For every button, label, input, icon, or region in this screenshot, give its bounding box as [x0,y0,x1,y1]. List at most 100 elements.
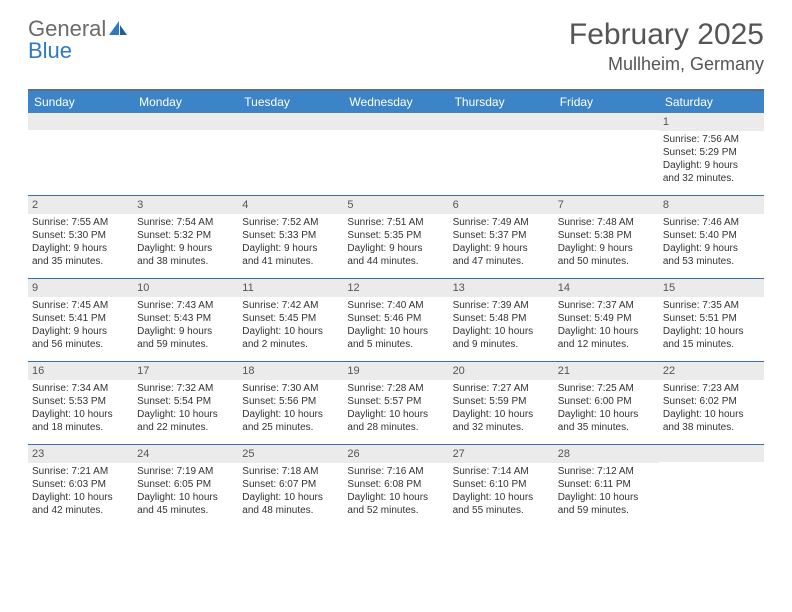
day-line: Daylight: 10 hours [453,325,550,338]
day-number: 14 [554,279,659,297]
day-cell [554,113,659,195]
day-cell [449,113,554,195]
day-line: Daylight: 10 hours [453,408,550,421]
day-body: Sunrise: 7:48 AMSunset: 5:38 PMDaylight:… [554,214,659,272]
day-cell: 14Sunrise: 7:37 AMSunset: 5:49 PMDayligh… [554,279,659,361]
day-line: Daylight: 10 hours [453,491,550,504]
day-cell: 21Sunrise: 7:25 AMSunset: 6:00 PMDayligh… [554,362,659,444]
day-cell: 16Sunrise: 7:34 AMSunset: 5:53 PMDayligh… [28,362,133,444]
day-line: Sunrise: 7:49 AM [453,216,550,229]
day-line: Sunset: 6:07 PM [242,478,339,491]
day-number: 13 [449,279,554,297]
day-cell: 5Sunrise: 7:51 AMSunset: 5:35 PMDaylight… [343,196,448,278]
weekday-label: Saturday [659,91,764,113]
day-line: and 9 minutes. [453,338,550,351]
day-number: 27 [449,445,554,463]
day-body [343,130,448,136]
day-body: Sunrise: 7:14 AMSunset: 6:10 PMDaylight:… [449,463,554,521]
day-line: Sunrise: 7:35 AM [663,299,760,312]
day-line: Daylight: 9 hours [32,325,129,338]
day-cell [133,113,238,195]
day-line: and 35 minutes. [558,421,655,434]
day-line: Sunrise: 7:42 AM [242,299,339,312]
day-number: 8 [659,196,764,214]
day-line: Sunrise: 7:46 AM [663,216,760,229]
day-line: and 32 minutes. [453,421,550,434]
day-cell: 8 Sunrise: 7:46 AMSunset: 5:40 PMDaylight… [659,196,764,278]
day-number: 12 [343,279,448,297]
weekday-header: Sunday Monday Tuesday Wednesday Thursday… [28,91,764,113]
day-body: Sunrise: 7:27 AMSunset: 5:59 PMDaylight:… [449,380,554,438]
day-line: Sunset: 5:30 PM [32,229,129,242]
day-line: Sunset: 6:00 PM [558,395,655,408]
day-line: Sunset: 6:08 PM [347,478,444,491]
day-body: Sunrise: 7:45 AMSunset: 5:41 PMDaylight:… [28,297,133,355]
week-row: 16Sunrise: 7:34 AMSunset: 5:53 PMDayligh… [28,361,764,444]
day-number: 2 [28,196,133,214]
sail-icon [108,18,128,40]
day-line: Sunrise: 7:34 AM [32,382,129,395]
day-body: Sunrise: 7:39 AMSunset: 5:48 PMDaylight:… [449,297,554,355]
day-cell: 3Sunrise: 7:54 AMSunset: 5:32 PMDaylight… [133,196,238,278]
weekday-label: Thursday [449,91,554,113]
day-line: Daylight: 10 hours [32,491,129,504]
day-line: Sunset: 5:57 PM [347,395,444,408]
day-body: Sunrise: 7:32 AMSunset: 5:54 PMDaylight:… [133,380,238,438]
day-cell [238,113,343,195]
day-line: Sunrise: 7:19 AM [137,465,234,478]
day-line: Sunset: 5:41 PM [32,312,129,325]
day-line: Daylight: 10 hours [347,325,444,338]
day-line: Daylight: 9 hours [663,242,760,255]
day-body [659,462,764,468]
day-line: Daylight: 10 hours [558,491,655,504]
day-body: Sunrise: 7:21 AMSunset: 6:03 PMDaylight:… [28,463,133,521]
day-number: 10 [133,279,238,297]
day-body: Sunrise: 7:37 AMSunset: 5:49 PMDaylight:… [554,297,659,355]
day-body: Sunrise: 7:54 AMSunset: 5:32 PMDaylight:… [133,214,238,272]
day-line: Sunset: 6:11 PM [558,478,655,491]
day-body: Sunrise: 7:52 AMSunset: 5:33 PMDaylight:… [238,214,343,272]
day-line: Sunrise: 7:32 AM [137,382,234,395]
day-line: and 47 minutes. [453,255,550,268]
day-cell: 26Sunrise: 7:16 AMSunset: 6:08 PMDayligh… [343,445,448,527]
week-row: 9Sunrise: 7:45 AMSunset: 5:41 PMDaylight… [28,278,764,361]
day-number: 5 [343,196,448,214]
day-body: Sunrise: 7:43 AMSunset: 5:43 PMDaylight:… [133,297,238,355]
day-number [449,113,554,130]
day-number: 3 [133,196,238,214]
day-line: Daylight: 9 hours [663,159,760,172]
week-row: 23Sunrise: 7:21 AMSunset: 6:03 PMDayligh… [28,444,764,527]
day-line: and 2 minutes. [242,338,339,351]
day-line: Sunset: 5:40 PM [663,229,760,242]
day-number: 22 [659,362,764,380]
day-line: Sunset: 5:37 PM [453,229,550,242]
day-cell [343,113,448,195]
day-body: Sunrise: 7:56 AMSunset: 5:29 PMDaylight:… [659,131,764,189]
day-cell: 11Sunrise: 7:42 AMSunset: 5:45 PMDayligh… [238,279,343,361]
day-number [343,113,448,130]
day-line: Sunset: 5:54 PM [137,395,234,408]
day-line: Sunset: 5:35 PM [347,229,444,242]
day-line: Daylight: 10 hours [347,408,444,421]
day-body [133,130,238,136]
week-row: 1Sunrise: 7:56 AMSunset: 5:29 PMDaylight… [28,113,764,195]
day-line: and 45 minutes. [137,504,234,517]
day-number: 19 [343,362,448,380]
day-line: Daylight: 9 hours [242,242,339,255]
day-line: Sunrise: 7:14 AM [453,465,550,478]
day-line: and 38 minutes. [137,255,234,268]
day-cell: 13Sunrise: 7:39 AMSunset: 5:48 PMDayligh… [449,279,554,361]
day-cell: 23Sunrise: 7:21 AMSunset: 6:03 PMDayligh… [28,445,133,527]
day-line: and 18 minutes. [32,421,129,434]
day-cell: 2Sunrise: 7:55 AMSunset: 5:30 PMDaylight… [28,196,133,278]
day-body: Sunrise: 7:55 AMSunset: 5:30 PMDaylight:… [28,214,133,272]
day-body [449,130,554,136]
day-body: Sunrise: 7:23 AMSunset: 6:02 PMDaylight:… [659,380,764,438]
day-line: and 15 minutes. [663,338,760,351]
day-line: and 35 minutes. [32,255,129,268]
day-body: Sunrise: 7:40 AMSunset: 5:46 PMDaylight:… [343,297,448,355]
day-number: 26 [343,445,448,463]
month-title: February 2025 [569,18,764,52]
brand-logo: GeneralBlue [28,18,128,62]
day-line: Sunrise: 7:30 AM [242,382,339,395]
